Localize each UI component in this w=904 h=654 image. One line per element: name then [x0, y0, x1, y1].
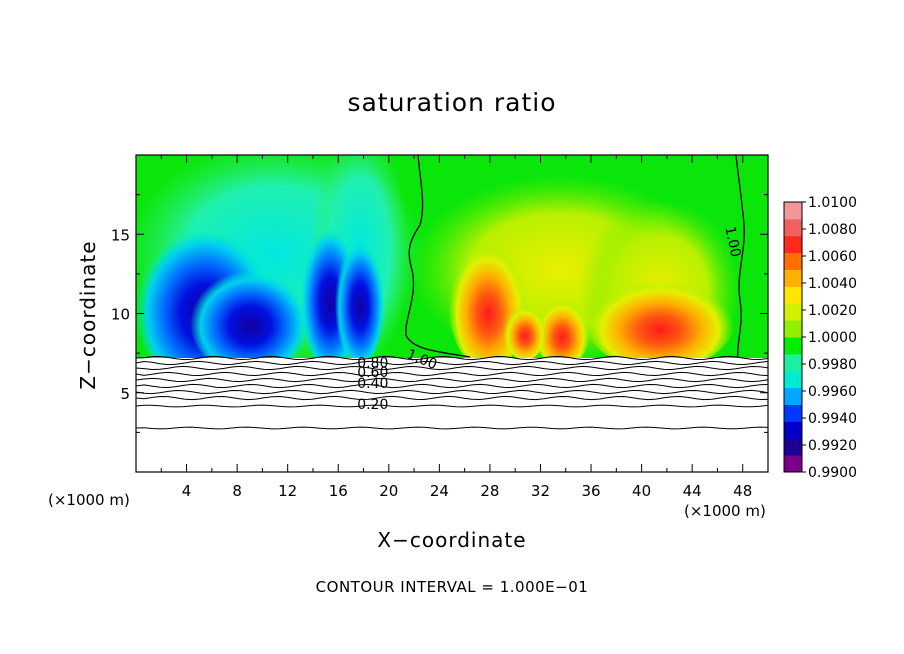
colorbar-swatch [784, 421, 802, 439]
colorbar-swatch [784, 337, 802, 355]
x-tick-label: 48 [733, 482, 752, 500]
field-blob [534, 292, 590, 368]
x-axis: 4 8 12 16 20 24 28 32 36 40 44 48 [160, 155, 752, 500]
colorbar-swatch [784, 320, 802, 338]
saturation-field [136, 155, 768, 472]
contour-label: 0.80 [357, 356, 388, 372]
contour-interval-note: CONTOUR INTERVAL = 1.000E−01 [315, 578, 589, 596]
colorbar-label: 1.0040 [808, 276, 857, 292]
colorbar-swatch [784, 404, 802, 422]
colorbar-swatch [784, 202, 802, 220]
contour-line [136, 389, 768, 395]
colorbar-label: 1.0000 [808, 330, 857, 346]
contour-line [136, 426, 768, 430]
contour-line [136, 365, 768, 371]
colorbar-swatch [784, 370, 802, 389]
colorbar-label: 0.9920 [808, 438, 857, 454]
field-blob [190, 265, 310, 375]
contour-label: 0.60 [357, 365, 388, 381]
y-tick-label: 15 [111, 226, 130, 244]
colorbar-swatch [784, 286, 802, 304]
x-tick-label: 32 [531, 482, 550, 500]
x-tick-label: 16 [329, 482, 348, 500]
contour-line-1.00 [735, 155, 745, 358]
x-tick-label: 24 [430, 482, 449, 500]
y-axis: 5 10 15 [111, 194, 768, 433]
colorbar-label: 0.9960 [808, 384, 857, 400]
y-tick-label: 10 [111, 306, 130, 324]
colorbar-swatch [784, 455, 802, 473]
colorbar-swatch [784, 269, 802, 287]
x-tick-label: 20 [379, 482, 398, 500]
colorbar-label: 1.0020 [808, 303, 857, 319]
colorbar-swatch [784, 218, 802, 237]
contour-label: 1.00 [721, 225, 743, 259]
field-blob [503, 300, 547, 360]
colorbar: 1.0100 1.0080 1.0060 1.0040 1.0020 1.0000 0.99… [783, 195, 857, 481]
contour-line [136, 395, 768, 401]
colorbar-label: 0.9900 [808, 465, 857, 481]
contour-line [136, 383, 768, 389]
x-axis-label: X−coordinate [377, 528, 527, 552]
x-tick-label: 36 [581, 482, 600, 500]
x-tick-label: 8 [232, 482, 242, 500]
colorbar-label: 1.0100 [808, 195, 857, 211]
colorbar-label: 1.0080 [808, 222, 857, 238]
colorbar-swatch [784, 353, 802, 372]
colorbar-swatch [784, 387, 802, 405]
x-tick-label: 40 [632, 482, 651, 500]
field-blob [585, 270, 735, 370]
chart-title: saturation ratio [347, 88, 557, 117]
colorbar-label: 0.9980 [808, 357, 857, 373]
colorbar-label: 1.0060 [808, 249, 857, 265]
contour-line [136, 355, 768, 361]
contour-label: 0.20 [357, 397, 388, 413]
y-tick-label: 5 [120, 385, 130, 403]
x-tick-label: 12 [278, 482, 297, 500]
colorbar-swatch [784, 303, 802, 321]
contour-line [136, 404, 768, 408]
colorbar-swatch [784, 235, 802, 254]
contour-label: 0.40 [357, 376, 388, 392]
x-unit-right: (×1000 m) [684, 502, 766, 520]
lower-layer [136, 358, 768, 472]
y-axis-label: Z−coordinate [76, 240, 100, 390]
contour-line [136, 360, 768, 366]
colorbar-swatch [784, 438, 802, 456]
x-unit-left: (×1000 m) [48, 491, 130, 509]
x-tick-label: 28 [480, 482, 499, 500]
contour-line [136, 371, 768, 377]
contour-line-1.00 [405, 155, 471, 358]
contour-line [136, 377, 768, 383]
field-blob [335, 235, 385, 365]
colorbar-label: 0.9940 [808, 411, 857, 427]
x-tick-label: 4 [182, 482, 192, 500]
colorbar-swatch [784, 252, 802, 270]
x-tick-label: 44 [683, 482, 702, 500]
